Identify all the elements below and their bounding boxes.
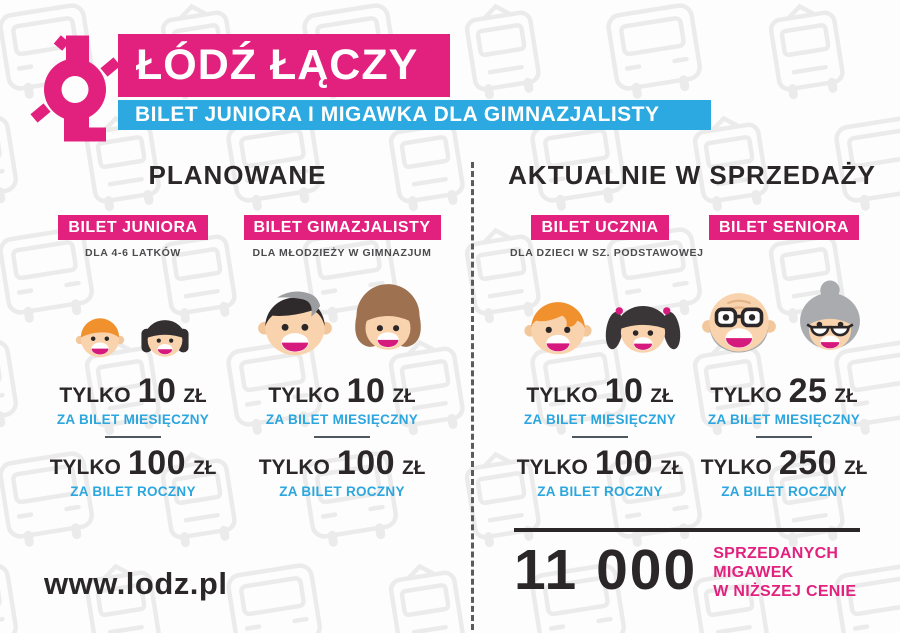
junior-boy-face-icon bbox=[75, 318, 125, 358]
monthly-price-line: TYLKO 10 ZŁ bbox=[526, 372, 674, 410]
sales-stat-block: 11 000 SPRZEDANYCH MIGAWEK W NIŻSZEJ CEN… bbox=[514, 528, 860, 602]
planowane-cards: BILET JUNIORA DLA 4-6 LATKÓW bbox=[30, 215, 445, 499]
yearly-price-line: TYLKO 250 ZŁ bbox=[700, 444, 868, 482]
monthly-price-line: TYLKO 25 ZŁ bbox=[710, 372, 858, 410]
ticket-card-ucznia: BILET UCZNIA DLA DZIECI W SZ. PODSTAWOWE… bbox=[510, 215, 704, 499]
section-divider bbox=[471, 162, 474, 630]
website-url: www.lodz.pl bbox=[44, 566, 228, 601]
yearly-price: TYLKO 100 ZŁ ZA BILET ROCZNY bbox=[510, 444, 690, 499]
yearly-price: TYLKO 100 ZŁ ZA BILET ROCZNY bbox=[35, 444, 232, 499]
faces-row bbox=[510, 270, 690, 366]
main-title: ŁÓDŹ ŁĄCZY bbox=[136, 41, 419, 89]
ticket-card-juniora: BILET JUNIORA DLA 4-6 LATKÓW bbox=[35, 215, 232, 499]
senior-woman-face-icon bbox=[800, 280, 860, 351]
section-title-aktualnie: AKTUALNIE W SPRZEDAŻY bbox=[508, 160, 876, 190]
subtitle-banner: BILET JUNIORA I MIGAWKA DLA GIMNAZJALIST… bbox=[118, 100, 711, 130]
faces-row bbox=[244, 270, 441, 366]
lodz-laczy-logo-icon bbox=[30, 35, 121, 142]
ticket-audience: DLA DZIECI W SZ. PODSTAWOWEJ bbox=[510, 247, 704, 259]
section-title-planowane: PLANOWANE bbox=[148, 160, 327, 190]
yearly-price-line: TYLKO 100 ZŁ bbox=[49, 444, 217, 482]
monthly-price: TYLKO 10 ZŁ ZA BILET MIESIĘCZNY bbox=[35, 372, 232, 427]
monthly-price: TYLKO 25 ZŁ ZA BILET MIESIĘCZNY bbox=[694, 372, 874, 427]
monthly-price-line: TYLKO 10 ZŁ bbox=[59, 372, 207, 410]
main-title-banner: ŁÓDŹ ŁĄCZY bbox=[118, 34, 450, 97]
yearly-price-line: TYLKO 100 ZŁ bbox=[258, 444, 426, 482]
price-separator bbox=[572, 436, 628, 438]
ticket-audience bbox=[694, 247, 874, 260]
ticket-audience: DLA MŁODZIEŻY W GIMNAZJUM bbox=[252, 247, 432, 259]
school-girl-face-icon bbox=[605, 305, 681, 353]
teen-girl-face-icon bbox=[355, 284, 421, 350]
price-separator bbox=[105, 436, 161, 438]
ticket-card-gimazjalisty: BILET GIMAZJALISTY DLA MŁODZIEŻY W GIMNA… bbox=[243, 215, 441, 499]
ticket-audience: DLA 4-6 LATKÓW bbox=[85, 247, 181, 259]
teen-boy-face-icon bbox=[258, 291, 332, 356]
price-separator bbox=[756, 436, 812, 438]
section-aktualnie: AKTUALNIE W SPRZEDAŻY BILET UCZNIA DLA D… bbox=[492, 160, 892, 499]
stat-divider-line bbox=[514, 528, 860, 532]
monthly-price-line: TYLKO 10 ZŁ bbox=[268, 372, 416, 410]
school-boy-face-icon bbox=[524, 302, 592, 355]
ticket-card-seniora: BILET SENIORA bbox=[694, 215, 874, 499]
stat-caption: SPRZEDANYCH MIGAWEK W NIŻSZEJ CENIE bbox=[713, 545, 857, 600]
faces-row bbox=[35, 270, 232, 366]
section-planowane: PLANOWANE BILET JUNIORA DLA 4-6 LATKÓW bbox=[30, 160, 445, 499]
junior-girl-face-icon bbox=[141, 320, 189, 357]
ticket-badge: BILET SENIORA bbox=[708, 215, 860, 240]
price-separator bbox=[314, 436, 370, 438]
yearly-price-line: TYLKO 100 ZŁ bbox=[516, 444, 684, 482]
ticket-badge: BILET GIMAZJALISTY bbox=[243, 215, 441, 240]
subtitle: BILET JUNIORA I MIGAWKA DLA GIMNAZJALIST… bbox=[135, 103, 660, 126]
aktualnie-cards: BILET UCZNIA DLA DZIECI W SZ. PODSTAWOWE… bbox=[492, 215, 892, 499]
stat-number: 11 000 bbox=[514, 538, 698, 602]
stat-row: 11 000 SPRZEDANYCH MIGAWEK W NIŻSZEJ CEN… bbox=[514, 542, 860, 602]
yearly-price: TYLKO 100 ZŁ ZA BILET ROCZNY bbox=[244, 444, 441, 499]
senior-man-face-icon bbox=[702, 293, 776, 353]
yearly-price: TYLKO 250 ZŁ ZA BILET ROCZNY bbox=[694, 444, 874, 499]
ticket-badge: BILET UCZNIA bbox=[531, 215, 669, 240]
monthly-price: TYLKO 10 ZŁ ZA BILET MIESIĘCZNY bbox=[244, 372, 441, 427]
monthly-price: TYLKO 10 ZŁ ZA BILET MIESIĘCZNY bbox=[510, 372, 690, 427]
faces-row bbox=[694, 270, 874, 366]
ticket-badge: BILET JUNIORA bbox=[58, 215, 208, 240]
